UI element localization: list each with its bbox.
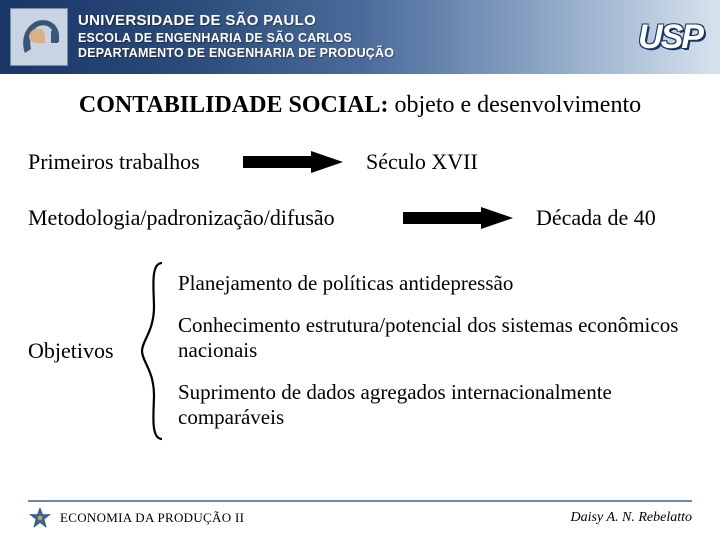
objective-item: Suprimento de dados agregados internacio… xyxy=(178,380,692,431)
header-right: USP xyxy=(638,18,702,57)
slide-content: CONTABILIDADE SOCIAL: objeto e desenvolv… xyxy=(0,74,720,441)
objective-item: Conhecimento estrutura/potencial dos sis… xyxy=(178,313,692,364)
objectives-list: Planejamento de políticas antidepressão … xyxy=(168,271,692,431)
author-name: Daisy A. N. Rebelatto xyxy=(571,510,692,526)
row1-left: Primeiros trabalhos xyxy=(28,149,238,175)
objectives-label: Objetivos xyxy=(28,338,138,364)
slide-title-rest: objeto e desenvolvimento xyxy=(389,92,642,118)
footer-rule xyxy=(28,500,692,502)
header-banner: UNIVERSIDADE DE SÃO PAULO ESCOLA DE ENGE… xyxy=(0,0,720,74)
row1-arrow xyxy=(238,151,348,173)
row2-right: Década de 40 xyxy=(536,205,656,231)
objective-item: Planejamento de políticas antidepressão xyxy=(178,271,692,297)
row-metodologia: Metodologia/padronização/difusão Década … xyxy=(28,205,692,231)
row1-right: Século XVII xyxy=(366,149,478,175)
institution-logo xyxy=(10,8,68,66)
helmet-icon xyxy=(15,13,63,61)
arrow-right-icon xyxy=(243,151,343,173)
school-name: ESCOLA DE ENGENHARIA DE SÃO CARLOS xyxy=(78,31,638,47)
row-primeiros: Primeiros trabalhos Século XVII xyxy=(28,149,692,175)
arrow-right-icon xyxy=(403,207,513,229)
footer-icon xyxy=(28,506,52,530)
header-text-block: UNIVERSIDADE DE SÃO PAULO ESCOLA DE ENGE… xyxy=(78,12,638,62)
row2-arrow xyxy=(398,207,518,229)
slide-title: CONTABILIDADE SOCIAL: objeto e desenvolv… xyxy=(28,92,692,119)
row2-left: Metodologia/padronização/difusão xyxy=(28,205,398,231)
star-icon xyxy=(29,507,51,529)
slide-title-bold: CONTABILIDADE SOCIAL: xyxy=(79,92,389,118)
usp-logo: USP xyxy=(638,18,702,57)
university-name: UNIVERSIDADE DE SÃO PAULO xyxy=(78,12,638,31)
department-name: DEPARTAMENTO DE ENGENHARIA DE PRODUÇÃO xyxy=(78,46,638,62)
objectives-section: Objetivos Planejamento de políticas anti… xyxy=(28,261,692,441)
footer: ECONOMIA DA PRODUÇÃO II Daisy A. N. Rebe… xyxy=(0,500,720,530)
brace-icon xyxy=(138,261,168,441)
footer-left: ECONOMIA DA PRODUÇÃO II xyxy=(28,506,244,530)
course-name: ECONOMIA DA PRODUÇÃO II xyxy=(60,510,244,526)
